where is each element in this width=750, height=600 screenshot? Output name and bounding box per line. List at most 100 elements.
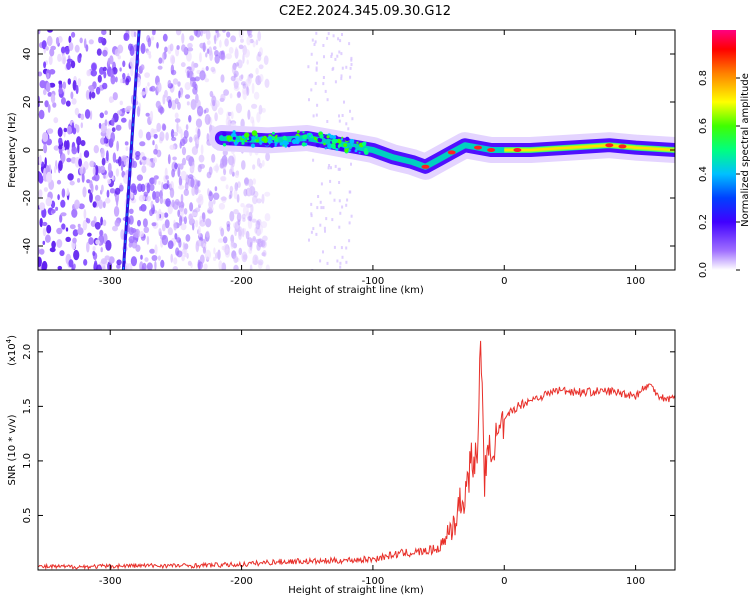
- spectral-speckle: [99, 112, 105, 119]
- spectral-speckle: [115, 197, 119, 207]
- spectral-speckle: [104, 197, 111, 204]
- spectral-speckle: [338, 114, 340, 118]
- spectral-speckle: [251, 103, 258, 109]
- y-tick-label: -40: [22, 238, 33, 254]
- spectral-speckle: [108, 256, 115, 264]
- ridge-speckle: [351, 150, 354, 153]
- spectral-speckle: [329, 191, 332, 195]
- spectral-speckle: [172, 201, 179, 210]
- spectral-speckle: [72, 229, 79, 237]
- spectral-speckle: [61, 97, 66, 105]
- spectral-speckle: [332, 66, 335, 70]
- spectral-speckle: [253, 91, 260, 100]
- spectral-speckle: [265, 264, 270, 270]
- ridge-speckle: [314, 137, 318, 141]
- spectral-speckle: [163, 212, 169, 218]
- ridge-speckle: [274, 144, 277, 147]
- ridge-speckle: [275, 134, 278, 137]
- ridge-speckle: [319, 134, 324, 139]
- spectral-speckle: [143, 191, 149, 196]
- spectral-speckle: [109, 188, 116, 194]
- spectral-speckle: [312, 158, 315, 162]
- spectral-speckle: [77, 54, 82, 64]
- spectral-speckle: [263, 55, 269, 65]
- ridge-speckle: [226, 135, 232, 141]
- spectral-speckle: [57, 127, 63, 138]
- spectral-speckle: [167, 240, 174, 250]
- spectral-speckle: [322, 250, 324, 254]
- ridge-speckle: [274, 138, 279, 143]
- spectral-speckle: [340, 77, 343, 81]
- spectral-speckle: [173, 222, 177, 231]
- spectral-speckle: [233, 81, 239, 89]
- snr-x-ticks: -300 -200 -100 0 100: [99, 330, 645, 587]
- ridge-hotspot: [421, 164, 430, 169]
- spectral-speckle: [119, 67, 122, 72]
- spectral-speckle: [184, 252, 189, 258]
- spectral-speckle: [143, 226, 150, 233]
- spectral-speckle: [110, 132, 115, 143]
- snr-y-ticks: 0.5 1.0 1.5 2.0: [22, 344, 675, 523]
- ridge-speckle: [354, 149, 358, 153]
- spectral-speckle: [100, 247, 103, 253]
- ridge-speckle: [331, 139, 335, 142]
- spectral-speckle: [181, 44, 186, 52]
- spectral-speckle: [229, 190, 233, 199]
- spectral-speckle: [348, 221, 351, 225]
- spectral-speckle: [47, 104, 51, 113]
- spectral-speckle: [109, 69, 114, 78]
- spectral-speckle: [85, 89, 90, 100]
- spectral-speckle: [102, 201, 106, 209]
- spectral-speckle: [214, 186, 218, 192]
- spectral-speckle: [338, 225, 341, 229]
- spectral-speckle: [261, 193, 265, 204]
- ridge-speckle: [241, 141, 245, 145]
- spectral-speckle: [74, 44, 80, 53]
- spectral-speckle: [94, 165, 99, 176]
- spectral-speckle: [104, 110, 108, 115]
- spectral-speckle: [157, 65, 163, 70]
- spectral-speckle: [191, 146, 198, 156]
- spectral-speckle: [145, 86, 148, 95]
- spectral-speckle: [180, 170, 187, 181]
- spectral-speckle: [337, 167, 340, 171]
- ridge-speckle: [308, 134, 312, 138]
- spectral-speckle: [181, 146, 187, 156]
- spectral-speckle: [108, 96, 115, 103]
- spectral-speckle: [251, 82, 255, 94]
- spectral-speckle: [247, 109, 251, 120]
- y-tick-label: 2.0: [22, 344, 33, 360]
- spectral-speckle: [349, 75, 352, 79]
- spectral-speckle: [101, 184, 104, 193]
- spectral-speckle: [219, 163, 225, 169]
- spectral-speckle: [175, 247, 180, 256]
- spectral-speckle: [326, 36, 329, 40]
- ridge-speckle: [340, 138, 343, 141]
- ridge-speckle: [282, 144, 285, 147]
- spectral-speckle: [66, 125, 72, 135]
- spectral-speckle: [324, 89, 327, 93]
- spectral-speckle: [195, 30, 201, 38]
- spectral-speckle: [107, 57, 111, 65]
- spectral-speckle: [205, 218, 212, 228]
- spectral-speckle: [100, 216, 103, 226]
- spectral-speckle: [51, 240, 56, 249]
- x-tick-label: -100: [362, 276, 385, 287]
- spectral-speckle: [151, 222, 157, 227]
- spectral-speckle: [326, 261, 329, 265]
- ridge-speckle: [332, 135, 337, 140]
- spectral-speckle: [128, 208, 134, 214]
- spectral-speckle: [226, 31, 231, 38]
- spectral-speckle: [227, 121, 231, 126]
- spectral-speckle: [43, 143, 48, 154]
- spectral-speckle: [111, 127, 116, 133]
- ridge-hotspot: [513, 148, 522, 152]
- spectral-speckle: [88, 85, 94, 91]
- spectral-speckle: [195, 118, 203, 128]
- colorbar-tick-label: 0.8: [698, 70, 709, 86]
- spectral-speckle: [41, 40, 47, 50]
- spectral-speckle: [136, 106, 141, 117]
- spectral-speckle: [196, 138, 200, 145]
- spectral-speckle: [174, 233, 178, 240]
